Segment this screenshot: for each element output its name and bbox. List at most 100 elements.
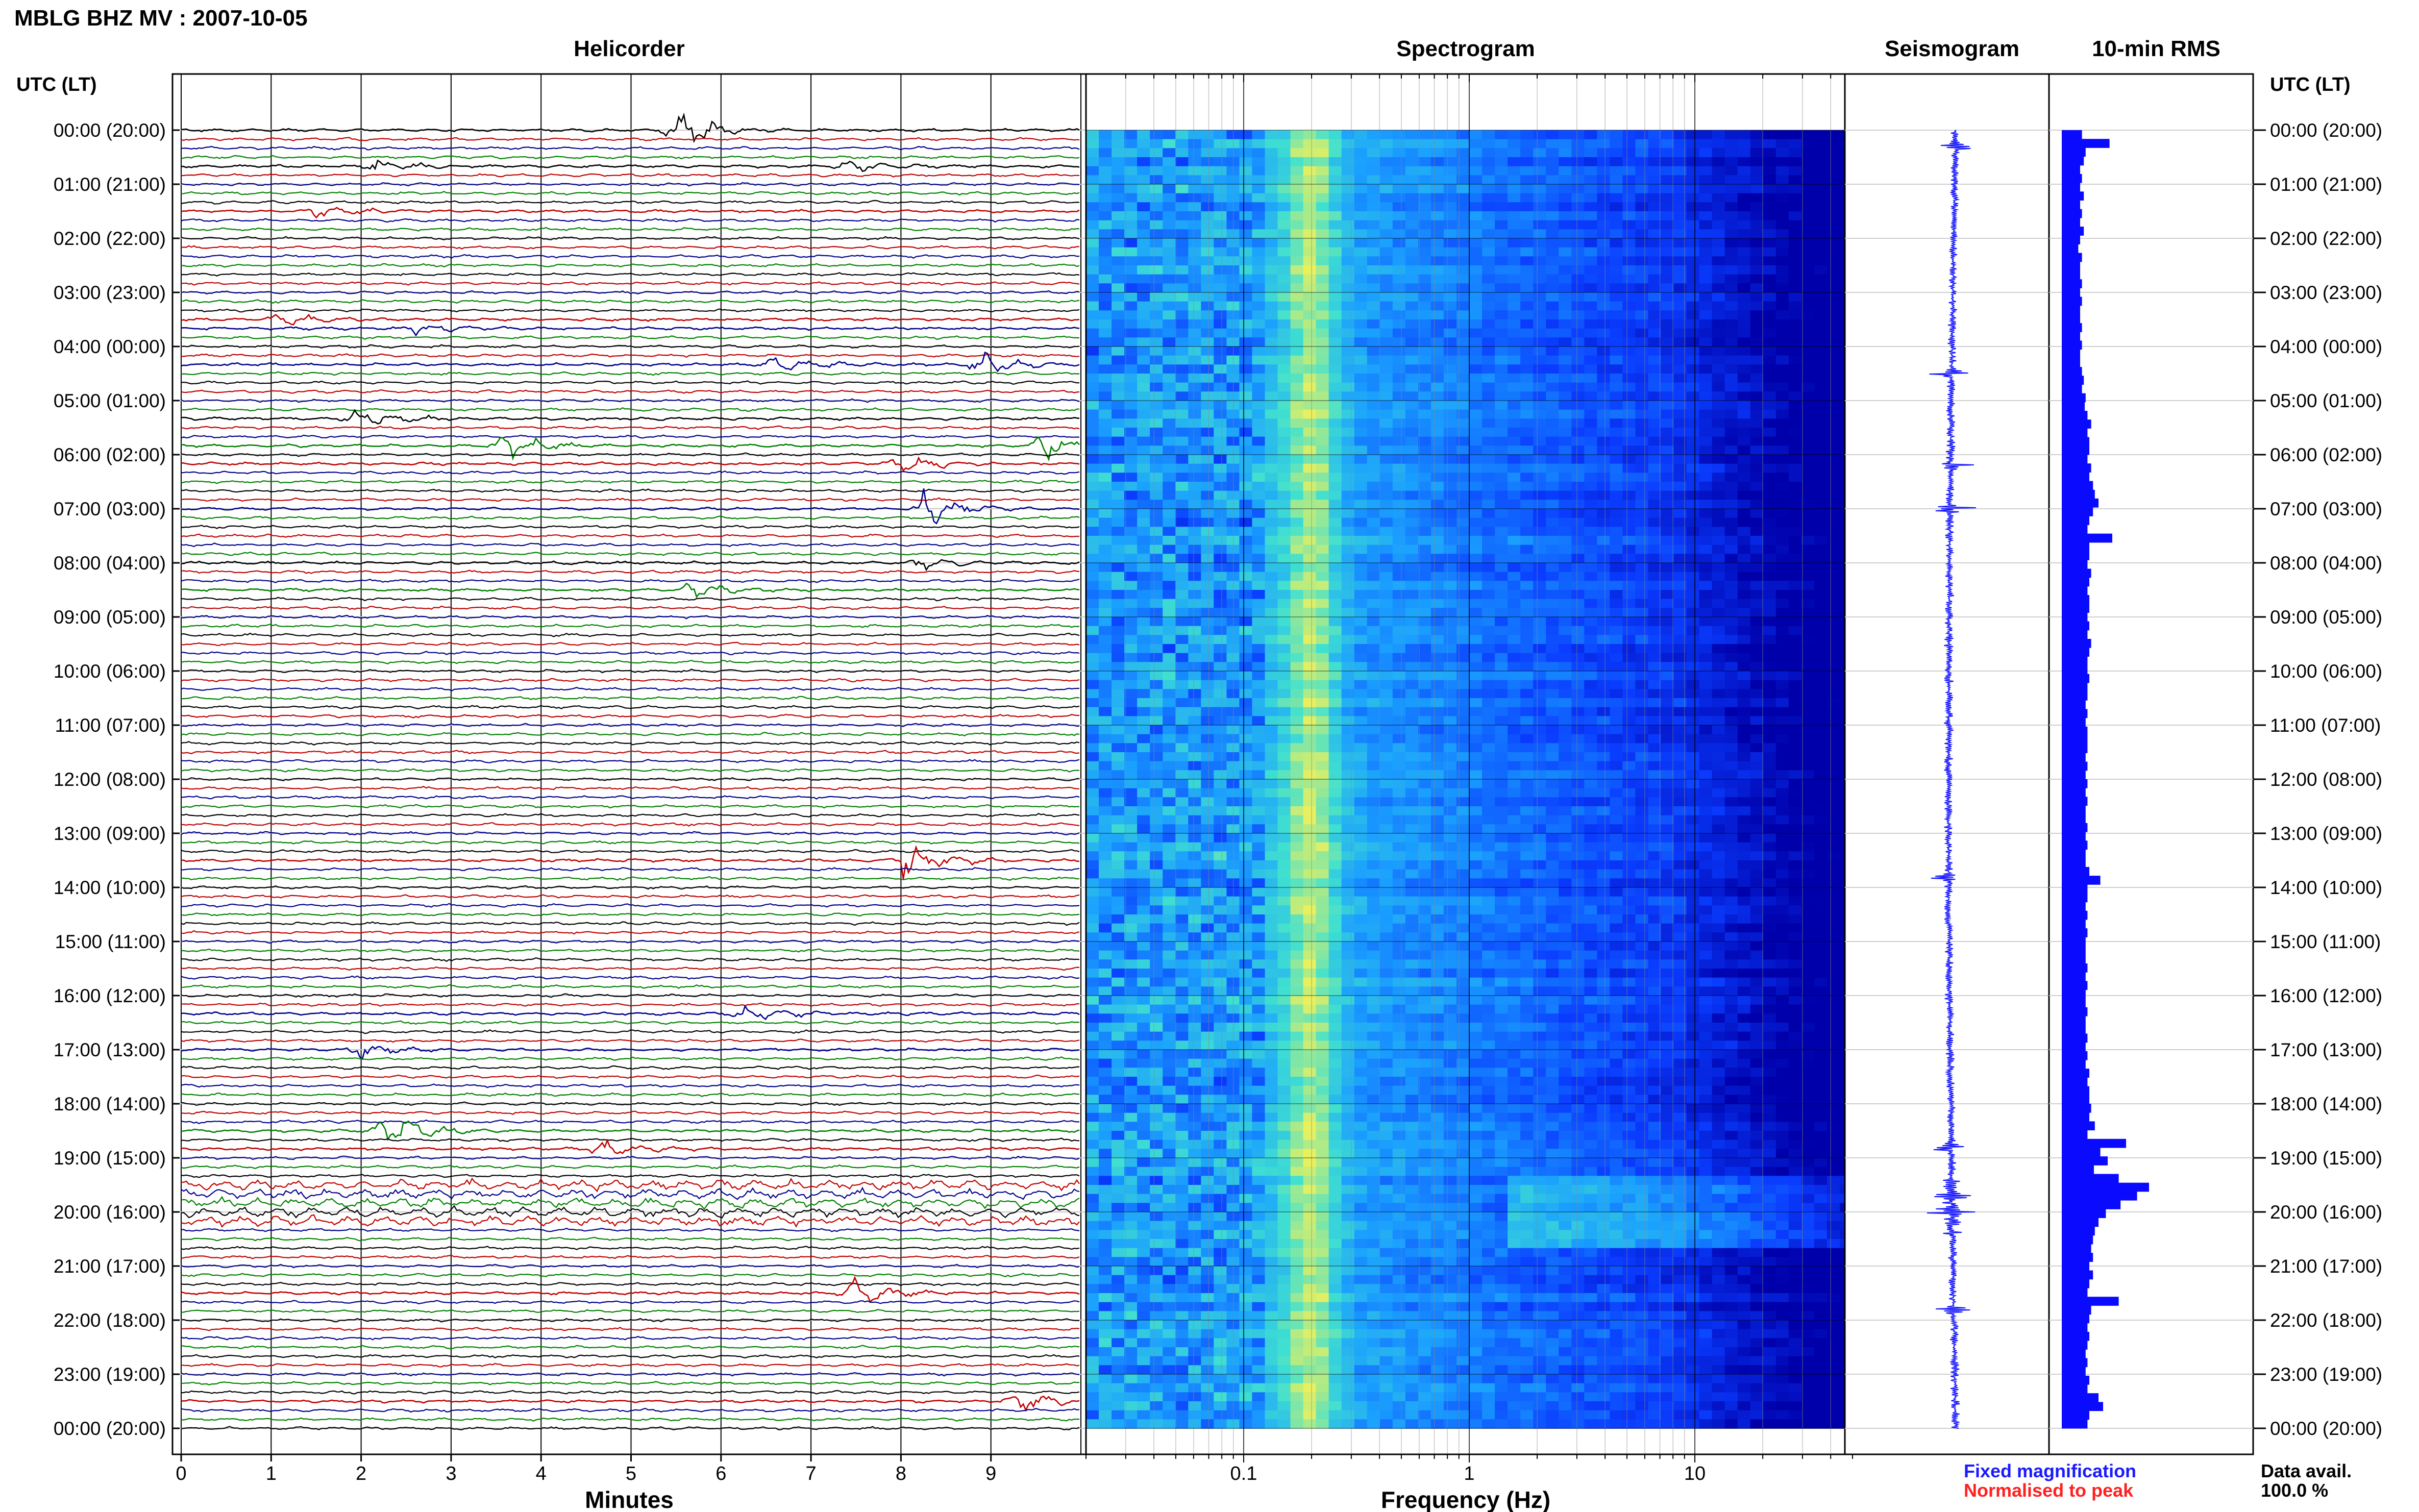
spectrogram-cell (1201, 274, 1215, 284)
spectrogram-cell (1571, 175, 1585, 185)
spectrogram-time-slice (1086, 265, 1845, 275)
spectrogram-cell (1673, 301, 1687, 311)
spectrogram-cell (1418, 274, 1431, 284)
spectrogram-cell (1290, 770, 1304, 780)
spectrogram-cell (1788, 770, 1802, 780)
spectrogram-cell (1457, 265, 1470, 275)
spectrogram-cell (1724, 247, 1738, 257)
spectrogram-cell (1316, 563, 1329, 573)
spectrogram-cell (1712, 401, 1725, 410)
spectrogram-cell (1559, 310, 1572, 320)
spectrogram-cell (1443, 229, 1457, 239)
spectrogram-cell (1801, 544, 1815, 555)
spectrogram-cell (1495, 544, 1508, 555)
spectrogram-cell (1124, 815, 1138, 825)
spectrogram-cell (1686, 572, 1700, 582)
spectrogram-cell (1457, 346, 1470, 356)
spectrogram-cell (1137, 455, 1150, 464)
spectrogram-cell (1673, 374, 1687, 383)
spectrogram-cell (1175, 509, 1189, 518)
spectrogram-cell (1137, 590, 1150, 600)
spectrogram-cell (1661, 689, 1674, 699)
spectrogram-cell (1597, 193, 1611, 203)
spectrogram-cell (1648, 635, 1662, 645)
helicorder-trace-row (181, 436, 1080, 462)
spectrogram-cell (1265, 716, 1278, 726)
spectrogram-cell (1099, 833, 1112, 843)
spectrogram-cell (1648, 572, 1662, 582)
spectrogram-cell (1622, 211, 1636, 221)
spectrogram-cell (1112, 247, 1125, 257)
spectrogram-cell (1379, 635, 1393, 645)
spectrogram-cell (1597, 409, 1611, 419)
spectrogram-cell (1750, 220, 1764, 230)
spectrogram-cell (1303, 743, 1317, 753)
spectrogram-cell (1520, 517, 1534, 528)
spectrogram-cell (1673, 355, 1687, 365)
spectrogram-cell (1150, 175, 1163, 185)
spectrogram-cell (1099, 536, 1112, 546)
spectrogram-cell (1699, 635, 1713, 645)
helicorder-trace-row (181, 614, 1080, 619)
spectrogram-cell (1699, 617, 1713, 627)
spectrogram-cell (1584, 328, 1598, 338)
spectrogram-cell (1495, 220, 1508, 230)
spectrogram-cell (1405, 653, 1419, 663)
spectrogram-cell (1712, 698, 1725, 708)
spectrogram-cell (1392, 509, 1406, 518)
spectrogram-cell (1112, 337, 1125, 347)
spectrogram-cell (1430, 274, 1444, 284)
spectrogram-cell (1277, 788, 1291, 798)
spectrogram-cell (1265, 229, 1278, 239)
spectrogram-cell (1112, 229, 1125, 239)
spectrogram-cell (1367, 725, 1380, 735)
spectrogram-cell (1571, 490, 1585, 501)
spectrogram-cell (1137, 617, 1150, 627)
spectrogram-cell (1635, 355, 1649, 365)
spectrogram-cell (1457, 662, 1470, 672)
spectrogram-cell (1418, 517, 1431, 528)
spectrogram-cell (1188, 283, 1202, 293)
helicorder-trace-row (181, 668, 1080, 674)
spectrogram-cell (1392, 283, 1406, 293)
spectrogram-cell (1290, 680, 1304, 690)
spectrogram-cell (1699, 374, 1713, 383)
spectrogram-cell (1214, 698, 1227, 708)
spectrogram-cell (1814, 788, 1828, 798)
spectrogram-cell (1673, 563, 1687, 573)
spectrogram-cell (1277, 202, 1291, 212)
spectrogram-cell (1367, 220, 1380, 230)
spectrogram-cell (1469, 139, 1483, 149)
spectrogram-cell (1737, 554, 1751, 563)
spectrogram-cell (1239, 229, 1253, 239)
spectrogram-cell (1137, 824, 1150, 834)
spectrogram-cell (1737, 374, 1751, 383)
spectrogram-cell (1622, 698, 1636, 708)
spectrogram-cell (1201, 139, 1215, 149)
spectrogram-cell (1775, 815, 1789, 825)
spectrogram-cell (1175, 544, 1189, 555)
spectrogram-cell (1099, 770, 1112, 780)
spectrogram-cell (1163, 590, 1176, 600)
spectrogram-cell (1137, 680, 1150, 690)
spectrogram-cell (1137, 184, 1150, 194)
spectrogram-cell (1622, 743, 1636, 753)
spectrogram-cell (1508, 797, 1521, 807)
spectrogram-cell (1648, 581, 1662, 590)
spectrogram-cell (1826, 509, 1840, 518)
spectrogram-cell (1814, 490, 1828, 501)
helicorder-trace-row (181, 578, 1080, 583)
helicorder-trace-row (181, 1056, 1080, 1061)
spectrogram-cell (1801, 779, 1815, 789)
spectrogram-cell (1214, 500, 1227, 509)
spectrogram-cell (1635, 337, 1649, 347)
spectrogram-cell (1763, 490, 1776, 501)
spectrogram-cell (1150, 617, 1163, 627)
spectrogram-cell (1354, 418, 1368, 428)
spectrogram-cell (1430, 743, 1444, 753)
spectrogram-cell (1801, 292, 1815, 302)
spectrogram-cell (1175, 815, 1189, 825)
spectrogram-cell (1495, 590, 1508, 600)
spectrogram-cell (1392, 374, 1406, 383)
spectrogram-cell (1303, 626, 1317, 636)
